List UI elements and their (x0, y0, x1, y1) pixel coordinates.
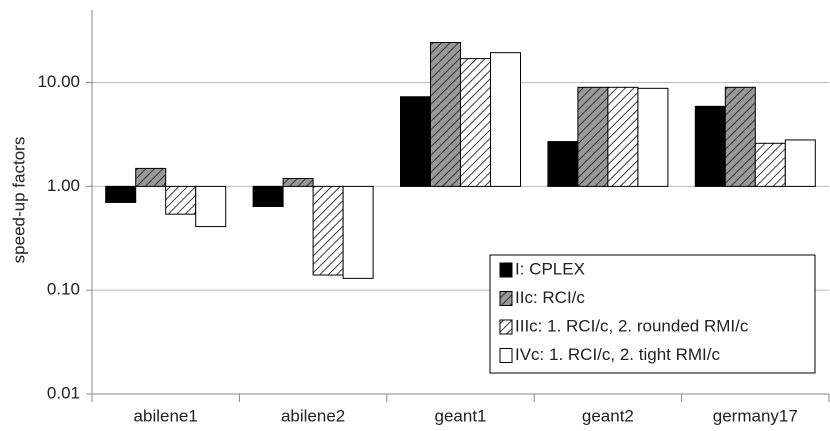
bar (282, 178, 314, 187)
bar (105, 185, 137, 203)
legend-label: IIIc: 1. RCI/c, 2. rounded RMI/c (515, 316, 749, 335)
x-tick-label: geant1 (435, 406, 487, 425)
bar (195, 185, 227, 228)
x-tick-label: abilene1 (134, 406, 198, 425)
legend-label: IVc: 1. RCI/c, 2. tight RMI/c (515, 345, 720, 364)
y-tick-label: 1.00 (47, 176, 80, 195)
legend-box (489, 254, 816, 374)
y-tick-label: 10.00 (37, 72, 80, 91)
bar (637, 87, 669, 187)
bar (547, 141, 579, 187)
bar (312, 185, 344, 276)
bar (135, 167, 167, 187)
legend-label: I: CPLEX (515, 259, 585, 278)
x-tick-label: germany17 (713, 406, 798, 425)
bar (490, 52, 521, 187)
bar (400, 96, 431, 187)
y-axis-label: speed-up factors (9, 137, 28, 264)
bar (460, 58, 491, 187)
bar (724, 86, 756, 187)
legend-label: IIc: RCI/c (515, 288, 585, 307)
bar (754, 142, 786, 187)
bar (165, 185, 197, 215)
bar (694, 105, 726, 187)
legend-swatch (499, 262, 513, 278)
y-tick-label: 0.01 (47, 383, 80, 402)
legend-swatch (499, 291, 513, 306)
bar (577, 86, 609, 187)
x-tick-label: geant2 (582, 406, 634, 425)
legend-swatch (499, 319, 513, 335)
bar (607, 86, 639, 187)
bar (430, 42, 461, 187)
bar (252, 185, 284, 207)
legend-swatch (499, 348, 513, 363)
bar (784, 139, 816, 187)
y-tick-label: 0.10 (47, 280, 80, 299)
bar (342, 185, 374, 279)
x-tick-label: abilene2 (281, 406, 345, 425)
